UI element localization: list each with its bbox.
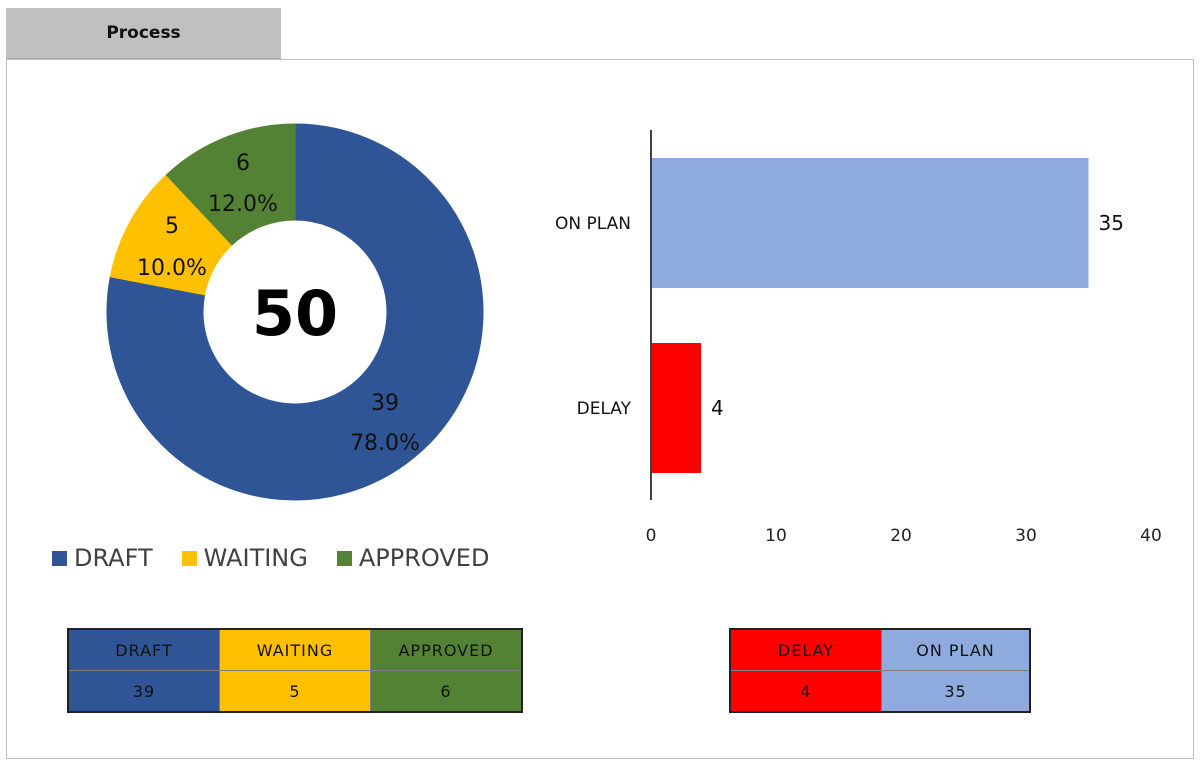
donut-center-total: 50 [252, 277, 338, 350]
bar-on-plan [652, 158, 1089, 288]
schedule-summary-table: DELAY ON PLAN 4 35 [729, 628, 1031, 713]
bar-value-label-delay: 4 [711, 396, 724, 420]
tab-process[interactable]: Process [6, 8, 281, 59]
status-summary-table: DRAFT WAITING APPROVED 39 5 6 [67, 628, 523, 713]
schedule-header-on-plan: ON PLAN [881, 628, 1031, 671]
donut-value-label-waiting: 5 [165, 214, 179, 239]
status-header-waiting: WAITING [219, 628, 371, 671]
status-value-draft: 39 [67, 670, 220, 713]
bar-category-label-on-plan: ON PLAN [555, 214, 631, 234]
bar-delay [652, 343, 701, 473]
x-tick-label-0: 0 [646, 526, 657, 546]
legend-swatch-approved [336, 550, 352, 566]
bar-category-label-delay: DELAY [577, 399, 632, 419]
legend-swatch-draft [52, 550, 67, 566]
legend-item-approved: APPROVED [336, 544, 490, 572]
donut-value-label-approved: 6 [236, 151, 250, 176]
status-header-approved: APPROVED [370, 628, 523, 671]
donut-legend: DRAFT WAITING APPROVED [52, 544, 518, 572]
status-value-waiting: 5 [219, 670, 371, 713]
legend-item-waiting: WAITING [181, 544, 308, 572]
donut-slice-draft [106, 123, 484, 501]
schedule-value-on-plan: 35 [881, 670, 1031, 713]
donut-value-label-draft: 39 [371, 391, 399, 416]
x-tick-label-20: 20 [890, 526, 912, 546]
x-tick-label-30: 30 [1015, 526, 1037, 546]
status-header-draft: DRAFT [67, 628, 220, 671]
legend-label-waiting: WAITING [203, 544, 308, 572]
bar-value-label-on-plan: 35 [1099, 211, 1124, 235]
donut-percent-label-draft: 78.0% [350, 431, 420, 456]
schedule-value-delay: 4 [729, 670, 882, 713]
legend-swatch-waiting [181, 550, 197, 566]
x-tick-label-40: 40 [1140, 526, 1162, 546]
donut-percent-label-waiting: 10.0% [137, 256, 207, 281]
legend-label-approved: APPROVED [358, 544, 490, 572]
schedule-header-delay: DELAY [729, 628, 882, 671]
status-value-approved: 6 [370, 670, 523, 713]
donut-slice-approved [165, 123, 296, 246]
legend-label-draft: DRAFT [74, 544, 153, 572]
x-tick-label-10: 10 [765, 526, 787, 546]
donut-percent-label-approved: 12.0% [208, 192, 278, 217]
legend-item-draft: DRAFT [52, 544, 153, 572]
